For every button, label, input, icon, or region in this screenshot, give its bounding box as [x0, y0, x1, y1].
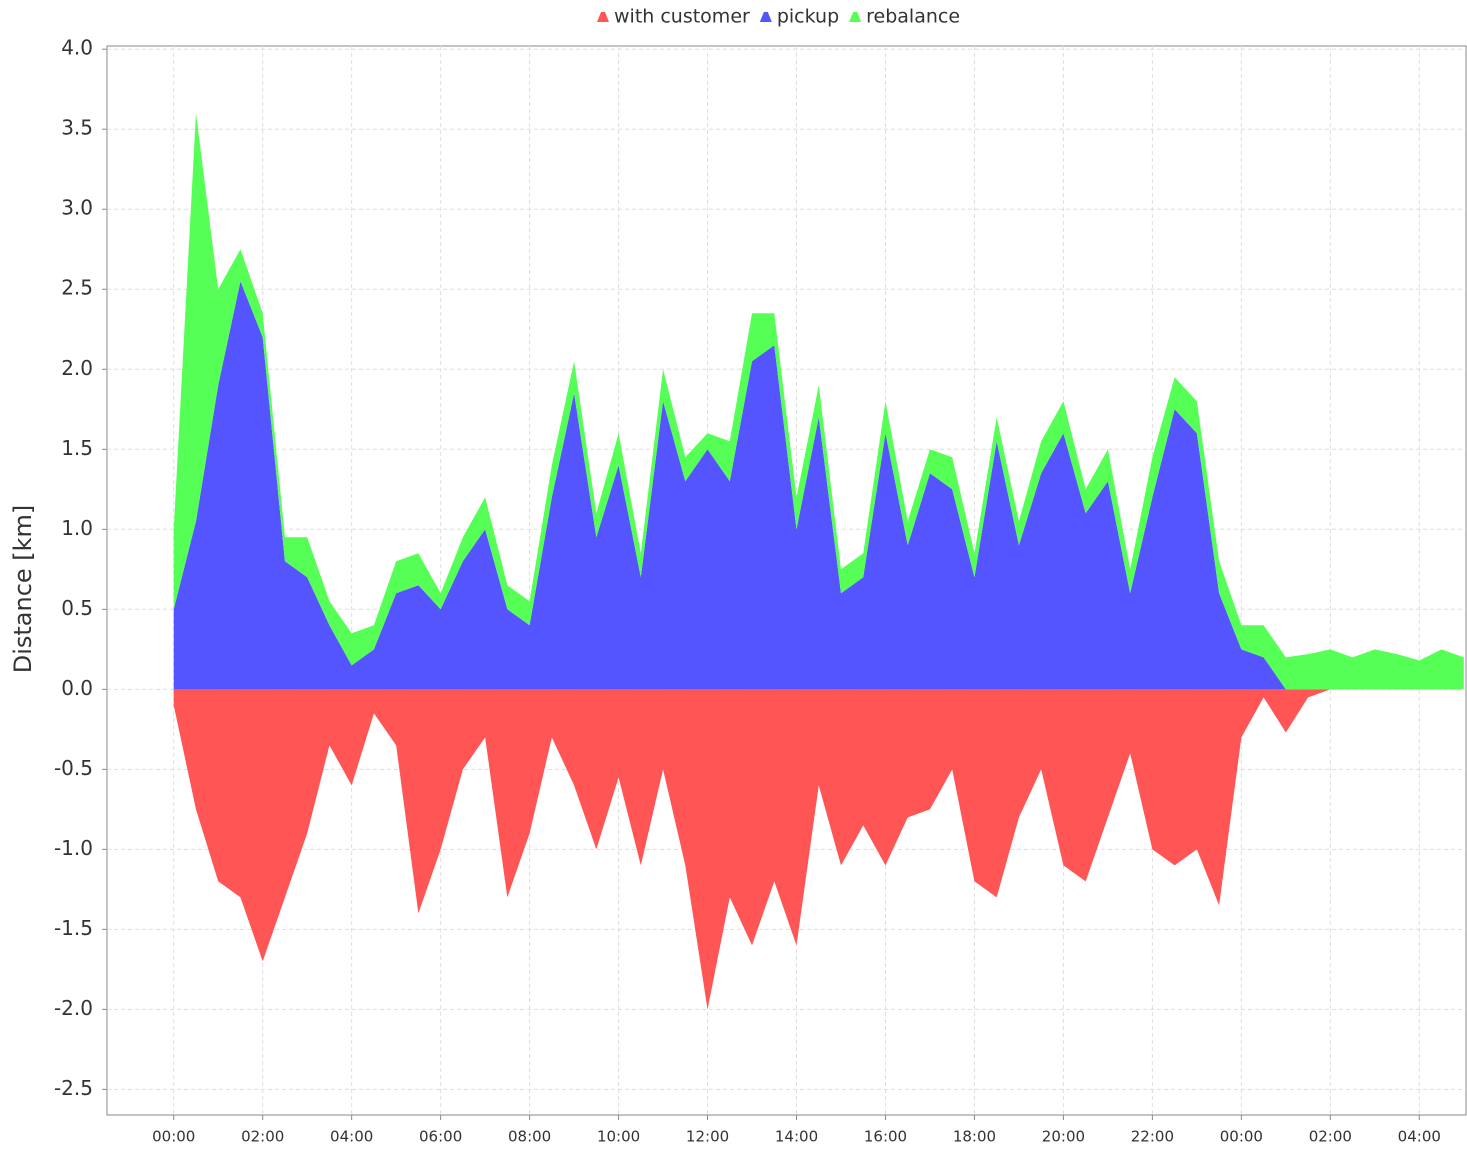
x-tick-label: 02:00: [1309, 1128, 1352, 1146]
area: [173, 113, 1464, 690]
x-tick-label: 20:00: [1042, 1128, 1085, 1146]
y-tick-label: 0.0: [61, 676, 93, 700]
area: [173, 281, 1464, 690]
x-tick-label: 04:00: [1398, 1128, 1441, 1146]
y-tick-label: 1.5: [61, 436, 93, 460]
y-tick-label: -2.5: [54, 1076, 93, 1100]
legend-label: with customer: [614, 6, 750, 28]
y-tick-label: -1.0: [54, 836, 93, 860]
y-tick-label: 2.0: [61, 356, 93, 380]
y-tick-label: -2.0: [54, 996, 93, 1020]
x-tick-label: 10:00: [597, 1128, 640, 1146]
x-tick-label: 06:00: [419, 1128, 462, 1146]
x-tick-label: 16:00: [864, 1128, 907, 1146]
y-tick-label: -1.5: [54, 916, 93, 940]
area: [173, 689, 1464, 1010]
x-tick-label: 18:00: [953, 1128, 996, 1146]
y-axis-label: Distance [km]: [9, 505, 37, 674]
legend-marker: [759, 12, 772, 22]
y-tick-label: 1.0: [61, 516, 93, 540]
legend-label: rebalance: [866, 6, 960, 28]
legend-marker: [849, 12, 862, 22]
legend-label: pickup: [777, 6, 839, 28]
y-tick-label: 0.5: [61, 596, 93, 620]
x-tick-label: 02:00: [241, 1128, 284, 1146]
y-tick-label: 3.5: [61, 116, 93, 140]
x-tick-label: 00:00: [152, 1128, 195, 1146]
x-tick-label: 12:00: [686, 1128, 729, 1146]
y-tick-label: 4.0: [61, 36, 93, 60]
y-tick-label: 2.5: [61, 276, 93, 300]
x-tick-label: 00:00: [1220, 1128, 1263, 1146]
x-tick-label: 22:00: [1131, 1128, 1174, 1146]
x-tick-label: 08:00: [508, 1128, 551, 1146]
x-tick-label: 14:00: [775, 1128, 818, 1146]
x-tick-label: 04:00: [330, 1128, 373, 1146]
y-tick-label: -0.5: [54, 756, 93, 780]
legend-marker: [597, 12, 609, 22]
y-tick-label: 3.0: [61, 196, 93, 220]
